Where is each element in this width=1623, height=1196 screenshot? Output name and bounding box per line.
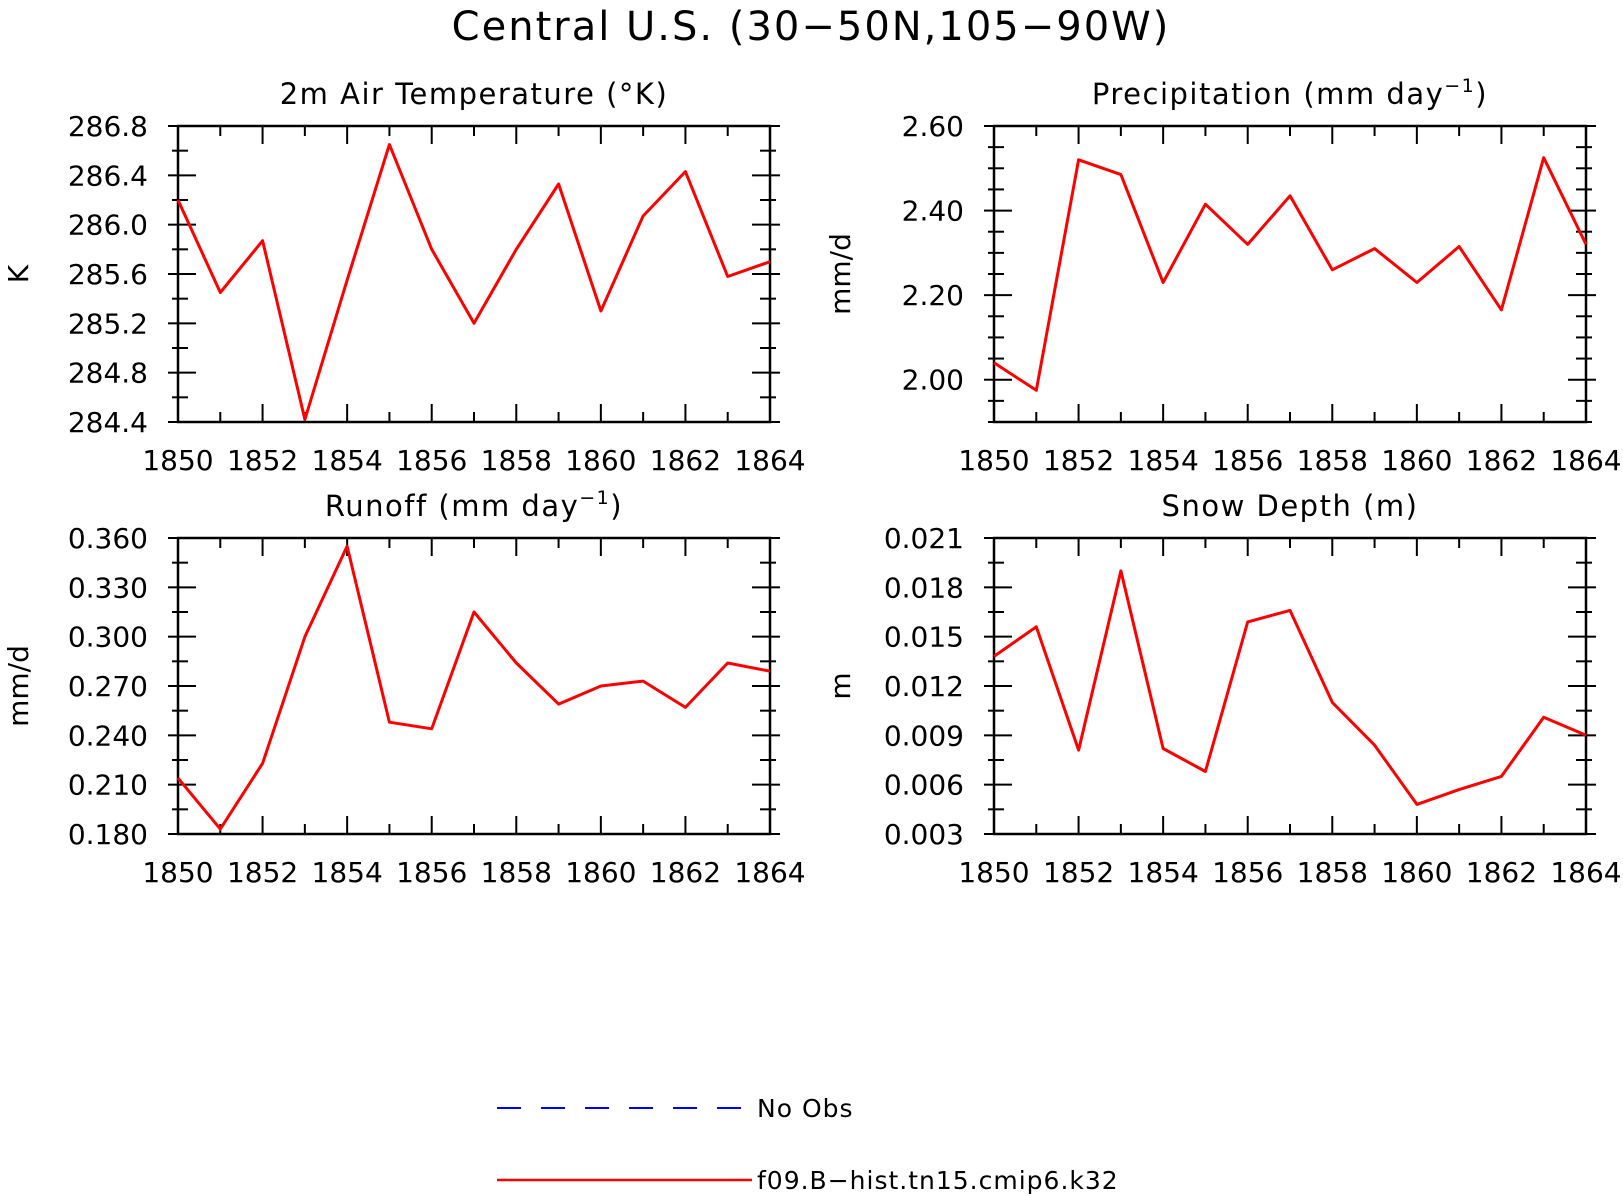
panel-title: Precipitation (mm day−1) (1092, 75, 1488, 111)
x-tick-label: 1850 (142, 856, 213, 889)
x-tick-label: 1860 (565, 856, 636, 889)
series-line-runoff (176, 544, 771, 831)
panel-title-end: ) (1475, 77, 1488, 111)
x-tick-label: 1860 (1381, 444, 1452, 477)
y-tick-label: 285.6 (68, 258, 148, 291)
series-line-temperature (176, 143, 771, 421)
series-line-precipitation (993, 156, 1588, 392)
x-tick-label: 1850 (958, 856, 1029, 889)
x-tick-label: 1850 (958, 444, 1029, 477)
y-tick-label: 0.021 (884, 522, 964, 555)
y-tick-label: 2.20 (902, 279, 964, 312)
y-tick-label: 0.003 (884, 818, 964, 851)
panel-precipitation: Precipitation (mm day−1) 1850 1852 1854 1856… (824, 75, 1622, 477)
panel-title-superscript: −1 (1444, 75, 1475, 97)
panels: 2m Air Temperature (°K) 1850 1852 1854 1856 1… (2, 75, 1622, 889)
x-tick-label: 1852 (227, 444, 298, 477)
y-tick-label: 285.2 (68, 307, 148, 340)
x-tick-label: 1860 (565, 444, 636, 477)
x-tick-label: 1856 (1212, 444, 1283, 477)
plot-frame (176, 124, 772, 424)
y-tick-label: 284.8 (68, 357, 148, 390)
y-tick-label: 0.360 (68, 522, 148, 555)
x-tick-label: 1864 (1550, 856, 1621, 889)
x-tick-label: 1856 (1212, 856, 1283, 889)
x-tick-label: 1852 (227, 856, 298, 889)
plot-frame (992, 536, 1588, 836)
y-tick-label: 2.00 (902, 364, 964, 397)
x-tick-label: 1850 (142, 444, 213, 477)
x-tick-label: 1864 (1550, 444, 1621, 477)
panel-title-end: ) (610, 489, 623, 523)
x-tick-label: 1854 (312, 444, 383, 477)
plot-frame (992, 124, 1588, 424)
x-tick-label: 1862 (650, 444, 721, 477)
x-tick-label: 1852 (1043, 444, 1114, 477)
main-title: Central U.S. (30−50N,105−90W) (452, 4, 1171, 50)
x-tick-label: 1852 (1043, 856, 1114, 889)
legend-label: No Obs (757, 1094, 854, 1123)
legend: No Obs f09.B−hist.tn15.cmip6.k32 (497, 1094, 1119, 1195)
y-tick-label: 0.300 (68, 621, 148, 654)
panel-title-main: Precipitation (mm day (1092, 77, 1444, 111)
panel-temperature: 2m Air Temperature (°K) 1850 1852 1854 1856 1… (2, 77, 806, 477)
series-line-snow-depth (993, 569, 1587, 806)
panel-snow-depth: Snow Depth (m) 1850 1852 1854 1856 1858 1860 18… (824, 489, 1622, 889)
panel-title: Snow Depth (m) (1162, 489, 1419, 523)
x-tick-label: 1860 (1381, 856, 1452, 889)
x-tick-label: 1854 (312, 856, 383, 889)
y-axis-label: K (2, 264, 35, 283)
x-tick-label: 1862 (1466, 856, 1537, 889)
panel-title: Runoff (mm day−1) (325, 487, 623, 523)
panel-title-main: Snow Depth (m) (1162, 489, 1419, 523)
y-tick-label: 0.015 (884, 621, 964, 654)
y-tick-label: 0.330 (68, 571, 148, 604)
y-tick-label: 0.180 (68, 818, 148, 851)
x-tick-label: 1858 (1297, 444, 1368, 477)
y-tick-label: 2.60 (902, 110, 964, 143)
x-tick-label: 1856 (396, 856, 467, 889)
y-tick-label: 2.40 (902, 195, 964, 228)
y-tick-label: 286.8 (68, 110, 148, 143)
y-axis-label: mm/d (824, 233, 857, 315)
y-tick-label: 0.018 (884, 571, 964, 604)
x-tick-label: 1858 (481, 856, 552, 889)
y-tick-label: 0.012 (884, 670, 964, 703)
panel-title-main: Runoff (mm day (325, 489, 579, 523)
x-tick-label: 1862 (650, 856, 721, 889)
y-axis-label: mm/d (2, 645, 35, 727)
x-tick-label: 1858 (1297, 856, 1368, 889)
y-tick-label: 286.0 (68, 209, 148, 242)
y-axis-label: m (824, 672, 857, 699)
y-tick-label: 286.4 (68, 159, 148, 192)
panel-runoff: Runoff (mm day−1) 1850 1852 1854 1856 1858 186… (2, 487, 806, 889)
y-tick-label: 0.009 (884, 719, 964, 752)
y-tick-label: 0.210 (68, 769, 148, 802)
panel-title: 2m Air Temperature (°K) (280, 77, 669, 111)
x-tick-label: 1854 (1128, 444, 1199, 477)
y-tick-label: 0.006 (884, 769, 964, 802)
legend-label: f09.B−hist.tn15.cmip6.k32 (757, 1166, 1119, 1195)
panel-title-main: 2m Air Temperature (°K) (280, 77, 669, 111)
x-tick-label: 1862 (1466, 444, 1537, 477)
x-tick-label: 1858 (481, 444, 552, 477)
y-tick-label: 0.270 (68, 670, 148, 703)
y-tick-label: 284.4 (68, 406, 148, 439)
panel-title-superscript: −1 (579, 487, 610, 509)
x-tick-label: 1864 (734, 444, 805, 477)
plot-frame (176, 536, 772, 836)
x-tick-label: 1854 (1128, 856, 1199, 889)
y-tick-label: 0.240 (68, 719, 148, 752)
x-tick-label: 1856 (396, 444, 467, 477)
x-tick-label: 1864 (734, 856, 805, 889)
